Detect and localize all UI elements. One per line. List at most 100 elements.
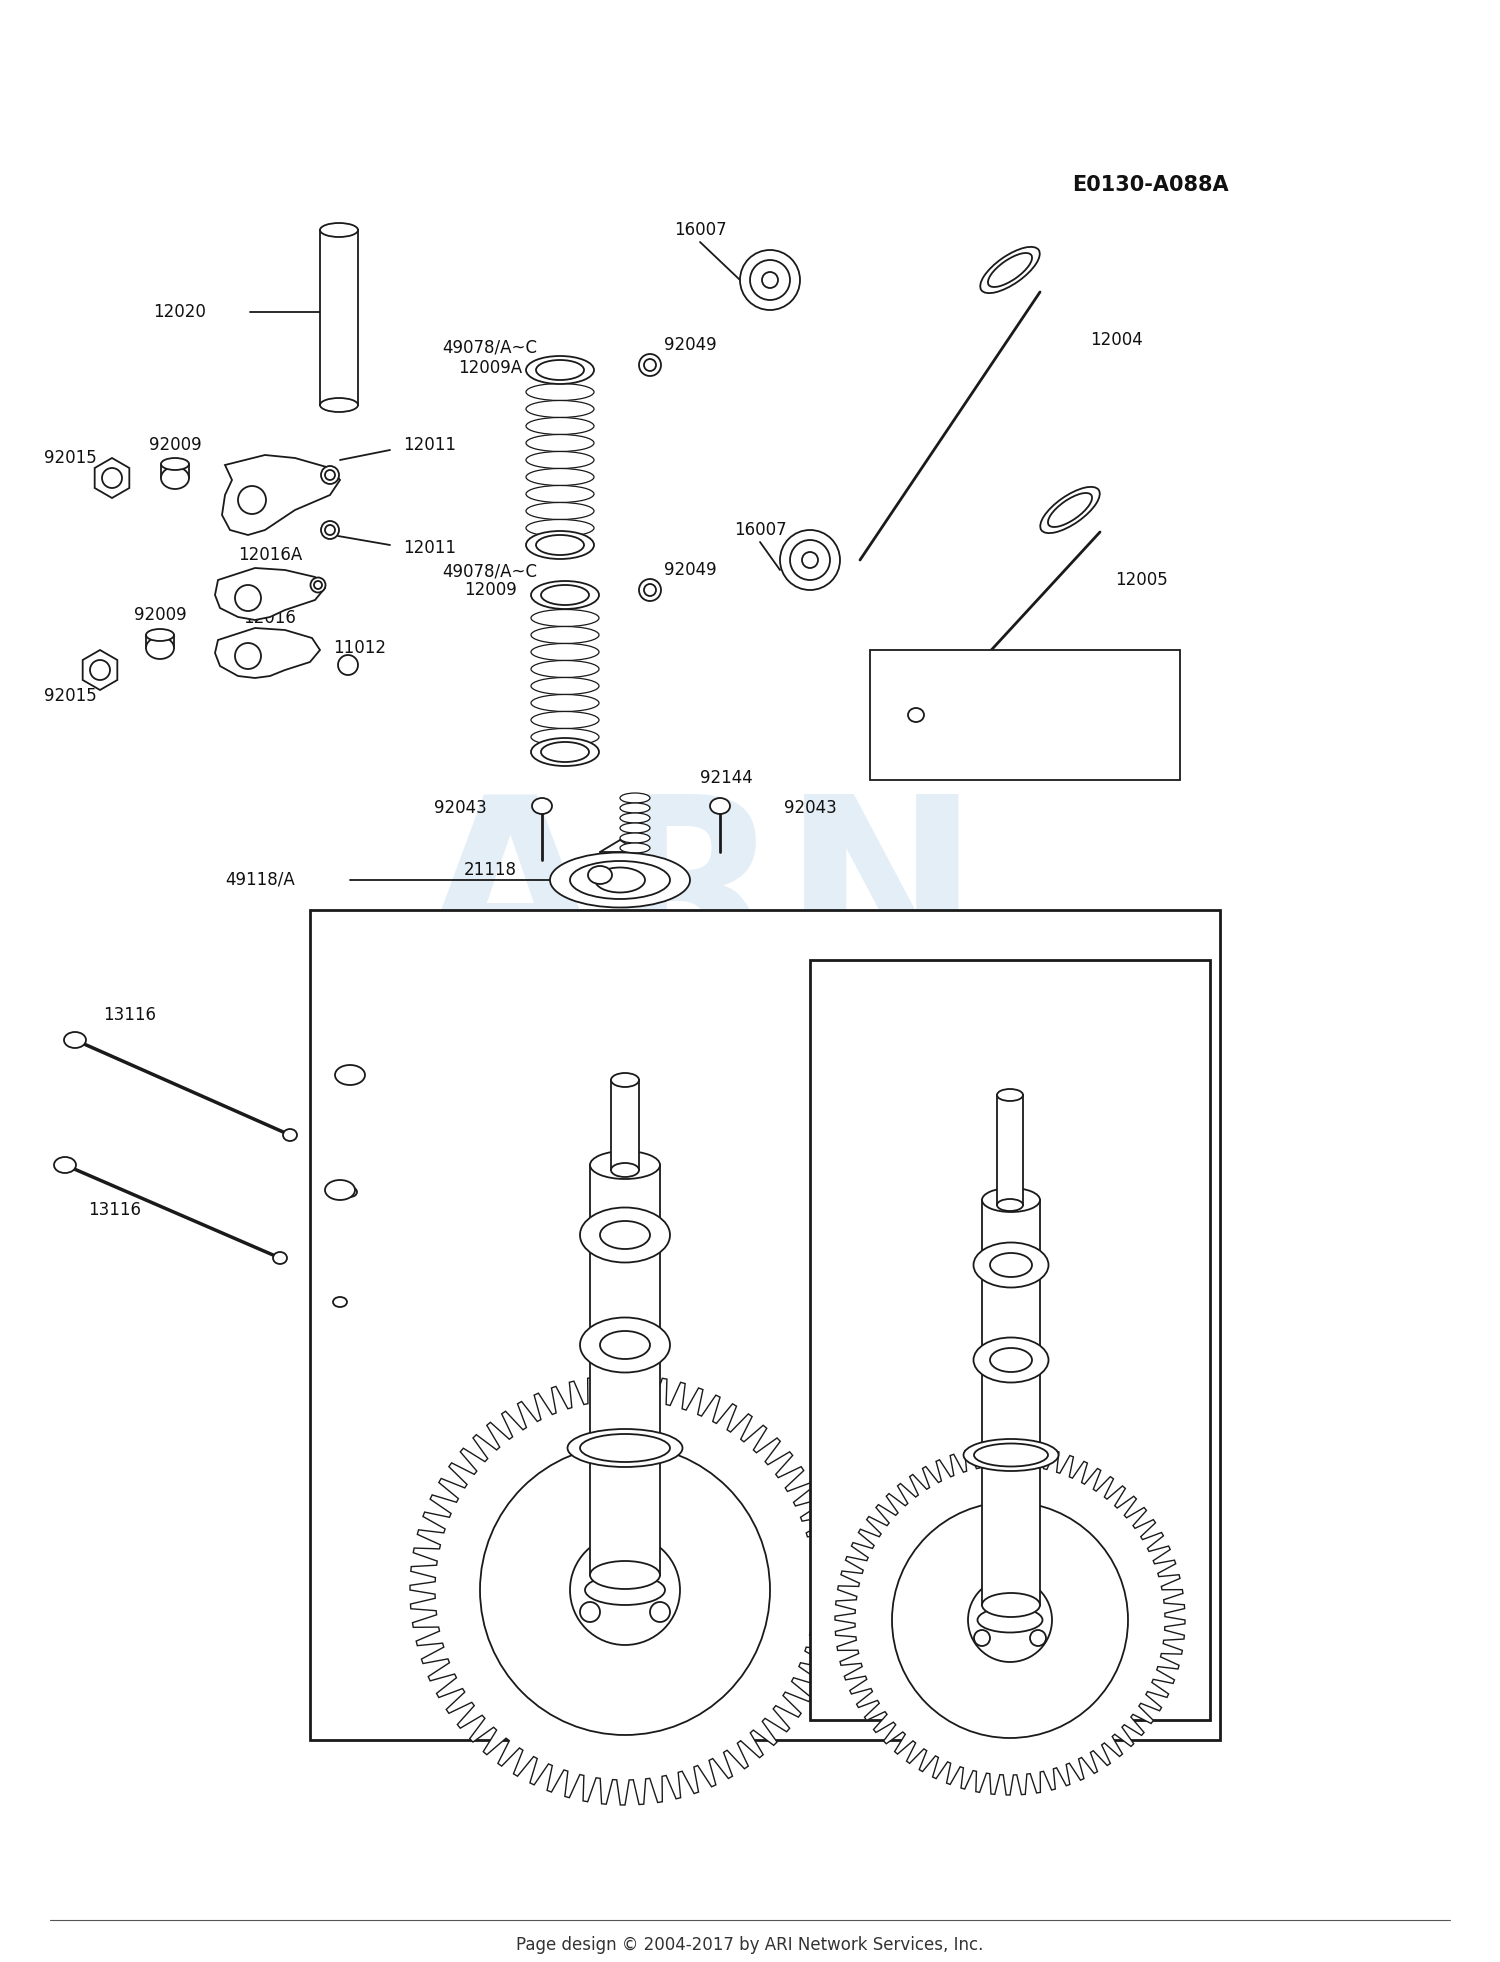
Ellipse shape bbox=[590, 1152, 660, 1179]
Bar bbox=[870, 649, 1180, 781]
Ellipse shape bbox=[963, 1438, 1059, 1472]
Polygon shape bbox=[214, 569, 326, 620]
Ellipse shape bbox=[1030, 1630, 1045, 1646]
Circle shape bbox=[338, 655, 358, 675]
Ellipse shape bbox=[650, 1603, 670, 1623]
Ellipse shape bbox=[567, 1428, 682, 1468]
Ellipse shape bbox=[531, 738, 598, 765]
Text: A: A bbox=[1114, 742, 1125, 759]
Text: 12020: 12020 bbox=[153, 302, 207, 322]
Ellipse shape bbox=[526, 469, 594, 485]
Ellipse shape bbox=[321, 467, 339, 485]
Ellipse shape bbox=[526, 400, 594, 418]
Text: 92043A: 92043A bbox=[1060, 700, 1124, 718]
Bar bbox=[998, 1095, 1023, 1205]
Bar bbox=[590, 1165, 660, 1575]
Ellipse shape bbox=[326, 1179, 356, 1201]
Ellipse shape bbox=[600, 1220, 650, 1250]
Text: 92009: 92009 bbox=[134, 606, 186, 624]
Ellipse shape bbox=[580, 1434, 670, 1462]
Text: 92015: 92015 bbox=[44, 449, 96, 467]
Ellipse shape bbox=[980, 247, 1040, 292]
Ellipse shape bbox=[620, 793, 650, 802]
Bar bbox=[982, 1201, 1040, 1605]
Ellipse shape bbox=[526, 418, 594, 434]
Ellipse shape bbox=[639, 353, 662, 377]
Ellipse shape bbox=[550, 853, 690, 908]
Ellipse shape bbox=[612, 1564, 638, 1581]
Ellipse shape bbox=[978, 1607, 1042, 1632]
Ellipse shape bbox=[531, 712, 598, 728]
Text: 16007: 16007 bbox=[734, 522, 786, 540]
Text: Page design © 2004-2017 by ARI Network Services, Inc.: Page design © 2004-2017 by ARI Network S… bbox=[516, 1936, 984, 1954]
Ellipse shape bbox=[990, 1348, 1032, 1371]
Ellipse shape bbox=[974, 1630, 990, 1646]
Ellipse shape bbox=[531, 626, 598, 644]
Ellipse shape bbox=[620, 834, 650, 844]
Polygon shape bbox=[94, 457, 129, 498]
Ellipse shape bbox=[588, 865, 612, 885]
Circle shape bbox=[480, 1444, 770, 1734]
Text: 12004: 12004 bbox=[1090, 332, 1143, 349]
Ellipse shape bbox=[531, 581, 598, 608]
Ellipse shape bbox=[146, 638, 174, 659]
Ellipse shape bbox=[526, 383, 594, 400]
Text: ARN: ARN bbox=[419, 787, 981, 1014]
Circle shape bbox=[570, 1534, 680, 1644]
Circle shape bbox=[90, 659, 110, 681]
Ellipse shape bbox=[310, 577, 326, 593]
Ellipse shape bbox=[531, 610, 598, 626]
Circle shape bbox=[236, 644, 261, 669]
Ellipse shape bbox=[531, 695, 598, 712]
Circle shape bbox=[892, 1503, 1128, 1738]
Ellipse shape bbox=[1000, 1597, 1020, 1613]
Polygon shape bbox=[214, 628, 320, 679]
Ellipse shape bbox=[990, 1254, 1032, 1277]
Ellipse shape bbox=[526, 355, 594, 385]
Text: 16007: 16007 bbox=[674, 222, 726, 239]
Bar bbox=[320, 230, 358, 404]
Bar bbox=[610, 1079, 639, 1169]
Ellipse shape bbox=[982, 1593, 1040, 1617]
Text: 12032: 12032 bbox=[363, 1046, 417, 1063]
Ellipse shape bbox=[620, 812, 650, 822]
Ellipse shape bbox=[526, 520, 594, 536]
Ellipse shape bbox=[644, 359, 656, 371]
Ellipse shape bbox=[320, 398, 358, 412]
Ellipse shape bbox=[974, 1338, 1048, 1383]
Ellipse shape bbox=[590, 1562, 660, 1589]
Polygon shape bbox=[222, 455, 340, 536]
Ellipse shape bbox=[596, 867, 645, 893]
Text: 49118/A: 49118/A bbox=[225, 871, 296, 889]
Ellipse shape bbox=[982, 1189, 1040, 1213]
Text: 92144: 92144 bbox=[700, 769, 753, 787]
Ellipse shape bbox=[334, 1065, 364, 1085]
Text: 49078/A~C: 49078/A~C bbox=[442, 563, 537, 581]
Text: 92049: 92049 bbox=[663, 336, 717, 353]
Ellipse shape bbox=[580, 1318, 670, 1373]
Ellipse shape bbox=[988, 253, 1032, 286]
Text: 12005: 12005 bbox=[1114, 571, 1167, 589]
Ellipse shape bbox=[273, 1252, 286, 1264]
Ellipse shape bbox=[585, 1575, 664, 1605]
Text: 12032: 12032 bbox=[358, 1320, 411, 1338]
Ellipse shape bbox=[542, 742, 590, 761]
Ellipse shape bbox=[54, 1158, 76, 1173]
Ellipse shape bbox=[64, 1032, 86, 1048]
Ellipse shape bbox=[314, 581, 322, 589]
Ellipse shape bbox=[802, 551, 818, 569]
Ellipse shape bbox=[610, 1163, 639, 1177]
Text: 12011: 12011 bbox=[404, 540, 456, 557]
Text: 92015: 92015 bbox=[44, 687, 96, 704]
Ellipse shape bbox=[974, 1444, 1048, 1466]
Ellipse shape bbox=[998, 1199, 1023, 1211]
Ellipse shape bbox=[570, 861, 670, 899]
Ellipse shape bbox=[526, 502, 594, 520]
Ellipse shape bbox=[750, 261, 790, 300]
Bar bbox=[310, 910, 1220, 1740]
Text: 21118: 21118 bbox=[464, 861, 516, 879]
Ellipse shape bbox=[1040, 487, 1100, 534]
Ellipse shape bbox=[600, 1330, 650, 1360]
Ellipse shape bbox=[580, 1207, 670, 1262]
Text: 13116: 13116 bbox=[88, 1201, 141, 1218]
